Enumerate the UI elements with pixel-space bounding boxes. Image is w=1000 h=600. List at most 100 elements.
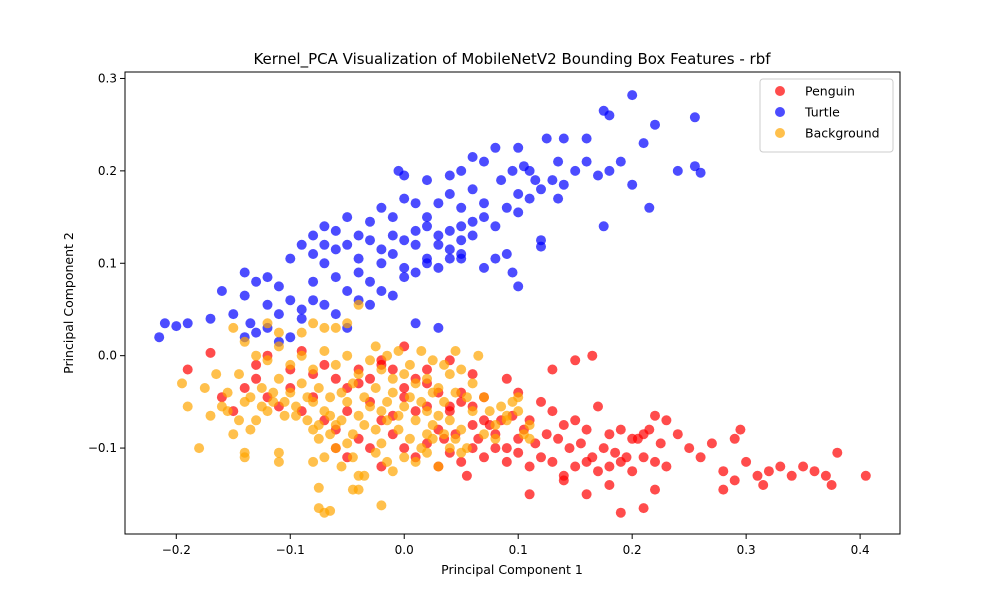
background-point: [439, 396, 450, 407]
turtle-point: [490, 142, 501, 153]
background-point: [336, 387, 347, 398]
turtle-point: [422, 221, 432, 232]
turtle-point: [171, 321, 182, 332]
turtle-point: [444, 189, 455, 199]
penguin-point: [558, 420, 569, 430]
background-point: [296, 327, 307, 338]
turtle-point: [399, 272, 410, 283]
background-point: [433, 461, 444, 472]
penguin-point: [826, 480, 837, 490]
turtle-point: [353, 230, 364, 241]
background-point: [342, 318, 353, 329]
background-point: [279, 410, 290, 421]
turtle-point: [308, 276, 319, 287]
background-point: [347, 484, 358, 495]
background-point: [239, 447, 250, 458]
turtle-point: [399, 170, 410, 181]
background-point: [376, 406, 387, 417]
turtle-point: [536, 184, 546, 195]
turtle-point: [296, 313, 307, 324]
legend: Penguin Turtle Background: [759, 78, 894, 153]
y-tick-label: −0.1: [88, 441, 117, 455]
background-point: [456, 364, 467, 375]
penguin-point: [564, 443, 575, 454]
background-point: [245, 424, 256, 435]
background-point: [268, 396, 279, 407]
background-point: [370, 447, 381, 458]
background-point: [484, 406, 495, 417]
turtle-point: [399, 193, 410, 204]
turtle-point: [410, 198, 421, 209]
penguin-point: [644, 424, 655, 435]
background-point: [370, 341, 381, 352]
background-point: [194, 443, 205, 454]
points-layer: [154, 90, 871, 518]
penguin-point: [467, 420, 478, 430]
legend-box: [759, 78, 894, 153]
background-point: [444, 415, 455, 426]
legend-marker-penguin: [775, 86, 785, 96]
penguin-point: [632, 433, 643, 444]
background-point: [211, 369, 222, 380]
turtle-point: [507, 165, 518, 176]
turtle-point: [262, 299, 273, 310]
penguin-point: [547, 456, 558, 467]
background-point: [313, 383, 324, 393]
x-tick-label: 0.4: [851, 543, 870, 557]
turtle-point: [330, 272, 341, 283]
turtle-point: [501, 202, 512, 213]
background-point: [330, 322, 341, 333]
penguin-point: [860, 470, 871, 481]
penguin-point: [456, 456, 467, 467]
background-point: [273, 456, 284, 467]
background-point: [416, 396, 427, 407]
background-point: [467, 406, 478, 417]
penguin-point: [615, 507, 626, 518]
background-point: [370, 383, 381, 393]
turtle-point: [228, 309, 239, 320]
turtle-point: [285, 295, 296, 306]
penguin-point: [501, 373, 512, 384]
x-tick-label: 0.1: [509, 543, 528, 557]
background-point: [496, 401, 507, 412]
background-point: [336, 461, 347, 472]
background-point: [182, 401, 193, 412]
turtle-point: [444, 253, 455, 264]
background-point: [296, 378, 307, 389]
penguin-point: [581, 424, 592, 435]
background-point: [245, 392, 256, 403]
background-point: [302, 415, 313, 426]
background-point: [251, 415, 262, 426]
turtle-point: [444, 170, 455, 181]
penguin-point: [575, 438, 586, 449]
turtle-point: [399, 235, 410, 246]
background-point: [359, 420, 370, 430]
penguin-point: [650, 456, 660, 467]
penguin-point: [581, 489, 592, 500]
turtle-point: [273, 281, 284, 292]
background-point: [456, 424, 467, 435]
turtle-point: [308, 295, 319, 306]
turtle-point: [422, 258, 432, 269]
background-point: [325, 505, 336, 516]
penguin-point: [604, 461, 615, 472]
background-point: [404, 433, 415, 444]
penguin-point: [718, 484, 729, 495]
turtle-point: [387, 249, 398, 259]
penguin-point: [490, 443, 501, 454]
turtle-point: [593, 170, 603, 181]
turtle-point: [581, 133, 592, 144]
background-point: [416, 443, 427, 454]
penguin-point: [621, 452, 632, 463]
background-point: [330, 443, 341, 454]
background-point: [308, 318, 319, 329]
turtle-point: [456, 253, 467, 264]
penguin-point: [798, 461, 809, 472]
turtle-point: [433, 262, 444, 273]
background-point: [387, 387, 398, 398]
x-tick-label: −0.2: [162, 543, 191, 557]
background-point: [342, 396, 353, 407]
turtle-point: [353, 253, 364, 264]
turtle-point: [456, 221, 467, 232]
